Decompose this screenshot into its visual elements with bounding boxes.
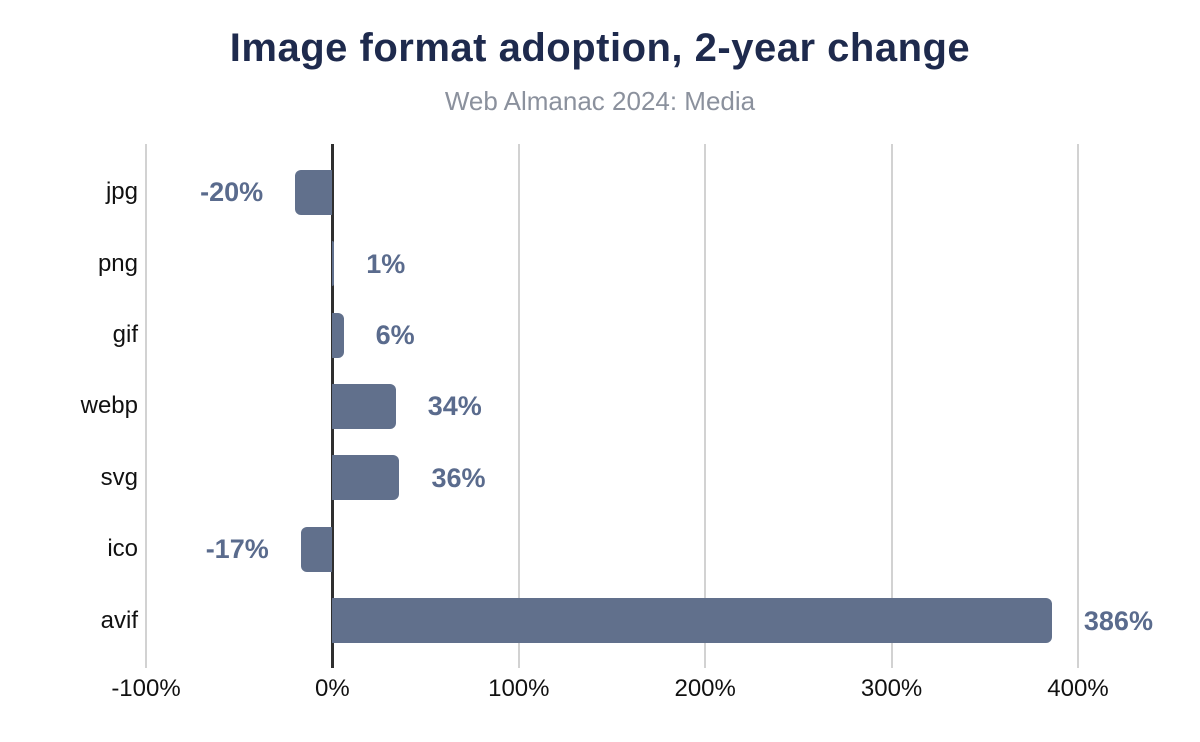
bar-webp — [332, 383, 396, 429]
bar-avif — [332, 598, 1052, 644]
x-axis-tick-label: -100% — [111, 675, 181, 702]
value-label: 34% — [427, 391, 482, 422]
bar-ico — [300, 526, 333, 572]
bar-jpg — [295, 169, 333, 215]
gridline — [1077, 144, 1079, 668]
category-label: jpg — [105, 178, 138, 206]
x-axis-tick-label: 300% — [860, 675, 923, 702]
x-axis-tick-label: 0% — [315, 675, 350, 702]
category-label: png — [97, 249, 138, 277]
category-label: webp — [80, 392, 138, 420]
gridline — [704, 144, 707, 668]
x-axis-tick-label: 200% — [674, 675, 736, 702]
value-label: 386% — [1083, 605, 1153, 636]
chart-subtitle: Web Almanac 2024: Media — [444, 86, 756, 116]
value-label: 36% — [431, 462, 486, 493]
bar-svg — [332, 455, 400, 501]
category-label: gif — [112, 321, 138, 348]
chart-title: Image format adoption, 2-year change — [229, 26, 971, 70]
gridline — [890, 144, 893, 668]
bar-gif — [332, 312, 344, 358]
bar-png — [332, 241, 335, 287]
x-axis-tick-label: 400% — [1047, 675, 1109, 702]
category-label: svg — [100, 463, 138, 491]
value-label: 6% — [375, 320, 415, 350]
gridline — [517, 144, 520, 668]
gridline — [145, 144, 147, 668]
value-label: -17% — [205, 534, 269, 565]
category-label: avif — [100, 606, 138, 634]
value-label: -20% — [200, 177, 264, 208]
x-axis-tick-label: 100% — [488, 675, 550, 702]
value-label: 1% — [366, 248, 406, 279]
category-label: ico — [107, 535, 138, 563]
